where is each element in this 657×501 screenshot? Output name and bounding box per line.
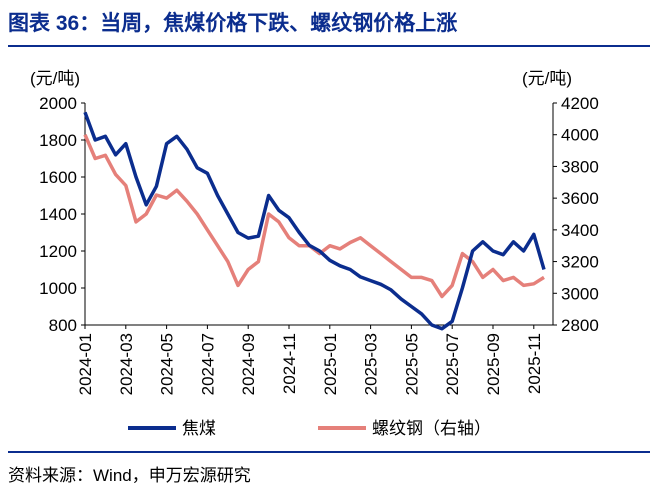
chart-title: 图表 36：当周，焦煤价格下跌、螺纹钢价格上涨 <box>8 11 457 35</box>
x-tick-label: 2024-01 <box>76 333 95 395</box>
y2-tick-label: 2800 <box>561 316 599 335</box>
y-tick-label: 1000 <box>39 279 77 298</box>
y-tick-label: 1200 <box>39 242 77 261</box>
y2-tick-label: 3800 <box>561 157 599 176</box>
x-tick-label: 2024-09 <box>239 333 258 395</box>
source: 资料来源：Wind，申万宏源研究 <box>8 466 251 485</box>
y2-tick-label: 3000 <box>561 284 599 303</box>
x-tick-label: 2024-03 <box>117 333 136 395</box>
legend-label: 焦煤 <box>182 419 216 438</box>
y-tick-label: 2000 <box>39 94 77 113</box>
x-tick-label: 2025-01 <box>321 333 340 395</box>
y2-axis-label: (元/吨) <box>522 69 572 88</box>
legend-label: 螺纹钢（右轴） <box>372 419 491 438</box>
y-tick-label: 1600 <box>39 168 77 187</box>
y2-tick-label: 3600 <box>561 189 599 208</box>
x-tick-label: 2025-05 <box>402 333 421 395</box>
x-tick-label: 2025-11 <box>525 333 544 394</box>
x-tick-label: 2025-07 <box>443 333 462 395</box>
y-axis-label: (元/吨) <box>30 69 80 88</box>
y-tick-label: 1400 <box>39 205 77 224</box>
x-tick-label: 2024-07 <box>198 333 217 395</box>
y2-tick-label: 4000 <box>561 126 599 145</box>
series-line <box>83 134 545 299</box>
y-tick-label: 800 <box>49 316 77 335</box>
x-tick-label: 2024-11 <box>280 333 299 394</box>
y2-tick-label: 3200 <box>561 253 599 272</box>
x-tick-label: 2025-09 <box>484 333 503 395</box>
x-tick-label: 2025-03 <box>362 333 381 395</box>
series-line <box>83 111 546 331</box>
y2-tick-label: 3400 <box>561 221 599 240</box>
x-tick-label: 2024-05 <box>158 333 177 395</box>
y2-tick-label: 4200 <box>561 94 599 113</box>
y-tick-label: 1800 <box>39 131 77 150</box>
